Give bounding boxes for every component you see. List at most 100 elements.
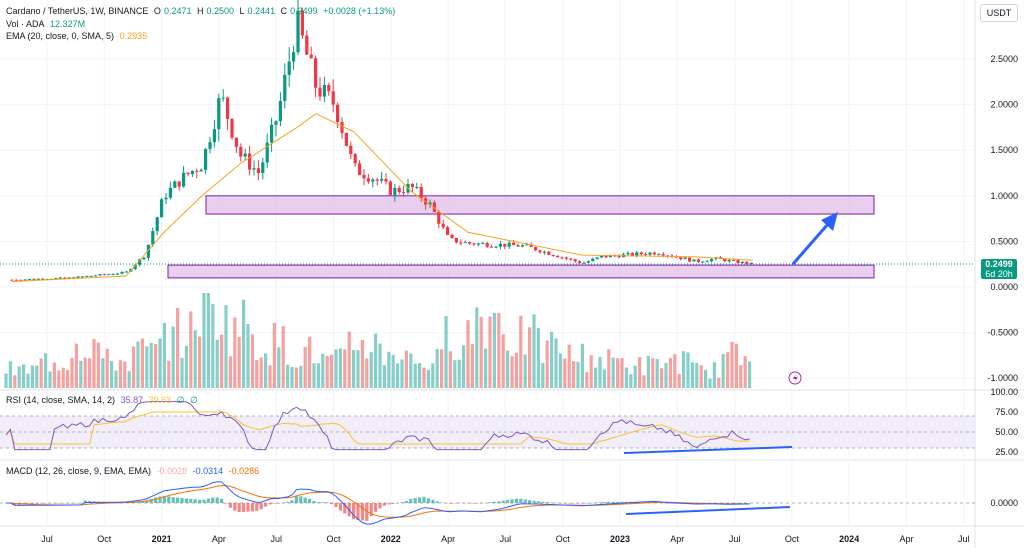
volume-bar: [360, 339, 364, 388]
macd-histogram-bar: [501, 500, 505, 503]
volume-bar: [255, 359, 259, 388]
volume-bar: [4, 373, 8, 388]
volume-bar: [453, 360, 457, 388]
volume-bar: [79, 360, 83, 388]
candle-body: [336, 104, 340, 122]
time-axis[interactable]: Jul Oct 2021 Apr Jul Oct 2022 Apr Jul Oct 2023 Apr J…: [41, 534, 969, 544]
candle-body: [701, 261, 705, 263]
macd-histogram-bar: [660, 502, 664, 504]
volume-value: 12.327M: [50, 19, 86, 29]
candle-body: [190, 170, 194, 175]
macd-histogram-bar: [743, 503, 747, 504]
candle-body: [410, 183, 414, 188]
candle-body: [23, 279, 27, 281]
price-tick-label: 0.5000: [990, 236, 1018, 246]
candle-body: [679, 257, 683, 260]
currency-button[interactable]: USDT: [980, 4, 1018, 22]
macd-histogram-bar: [554, 502, 558, 504]
candle-body: [512, 242, 516, 246]
volume-bar: [308, 336, 312, 388]
macd-histogram-bar: [400, 502, 404, 503]
volume-bar: [92, 338, 96, 388]
candle-body: [688, 257, 692, 262]
candle-body: [617, 255, 621, 258]
candle-body: [503, 243, 507, 247]
macd-histogram-bar: [479, 503, 483, 504]
candle-body: [36, 278, 40, 280]
macd-histogram-bar: [444, 503, 448, 504]
time-tick-label: Jul: [958, 534, 970, 544]
macd-histogram-bar: [404, 500, 408, 503]
rsi-ma-line: [6, 411, 750, 445]
volume-bar: [673, 354, 677, 388]
candle-body: [472, 243, 476, 245]
volume-bar: [123, 361, 127, 388]
macd-histogram-bar: [620, 501, 624, 503]
macd-histogram-bar: [440, 502, 444, 503]
macd-histogram-bar: [470, 503, 474, 504]
candle-body: [485, 243, 489, 247]
rsi-pane[interactable]: [0, 401, 975, 454]
volume-bar: [44, 353, 48, 388]
candle-body: [221, 97, 225, 99]
macd-histogram-bar: [48, 503, 52, 504]
volume-bar: [497, 312, 501, 388]
volume-bar: [338, 348, 342, 388]
lightning-icon[interactable]: [788, 371, 802, 385]
candle-body: [76, 276, 80, 279]
rsi-tick-label: 50.00: [995, 427, 1018, 437]
volume-bar: [154, 344, 158, 388]
macd-histogram-bar: [528, 500, 532, 503]
volume-bar: [492, 312, 496, 388]
macd-histogram-bar: [352, 503, 356, 520]
macd-histogram-bar: [484, 502, 488, 504]
volume-bar: [290, 367, 294, 388]
macd-pane[interactable]: [0, 481, 975, 525]
volume-bar: [334, 349, 338, 388]
macd-signal-value: -0.0286: [228, 466, 260, 476]
last-price-tag: 0.2499 6d 20h: [981, 259, 1017, 279]
macd-legend[interactable]: MACD (12, 26, close, 9, EMA, EMA) -0.002…: [6, 466, 262, 476]
volume-legend[interactable]: Vol · ADA 12.327M: [6, 19, 88, 29]
price-tick-label: 2.0000: [990, 100, 1018, 110]
volume-bar: [321, 353, 325, 388]
volume-bar: [660, 368, 664, 388]
breakout-arrow[interactable]: [791, 212, 838, 265]
macd-histogram-bar: [312, 501, 316, 503]
candle-body: [745, 261, 749, 265]
macd-histogram-bar: [162, 495, 166, 503]
volume-bar: [330, 354, 334, 388]
price-axis[interactable]: 2.5000 2.0000 1.5000 1.0000 0.5000 0.0000 -0.5…: [987, 54, 1018, 508]
candle-body: [283, 74, 287, 101]
candle-body: [696, 259, 700, 262]
volume-bar: [620, 358, 624, 388]
volume-bar: [409, 353, 413, 388]
candle-body: [578, 261, 582, 264]
volume-bar: [228, 356, 232, 388]
candle-body: [736, 259, 740, 264]
candle-body: [591, 258, 595, 262]
candle-body: [278, 100, 282, 122]
candle-body: [155, 217, 159, 232]
price-tick-label: -1.0000: [987, 373, 1018, 383]
support-resistance-zones[interactable]: [167, 195, 875, 279]
candle-body: [349, 145, 353, 154]
candle-body: [586, 261, 590, 263]
ema-legend[interactable]: EMA (20, close, 0, SMA, 5) 0.2935: [6, 31, 150, 41]
volume-bar: [519, 315, 523, 388]
rsi-ma-value: 39.63: [148, 395, 172, 405]
macd-histogram-bar: [664, 503, 668, 504]
volume-bar: [541, 363, 545, 388]
candle-body: [652, 252, 656, 255]
macd-histogram-bar: [668, 503, 672, 504]
macd-histogram-bar: [281, 502, 285, 504]
volume-bars: [4, 293, 752, 388]
rsi-legend[interactable]: RSI (14, close, SMA, 14, 2) 35.87 39.63 …: [6, 395, 201, 406]
volume-bar: [70, 357, 74, 388]
candle-body: [314, 58, 318, 88]
candle-body: [600, 255, 604, 258]
open-value: 0.2471: [163, 6, 192, 16]
macd-histogram-bar: [176, 497, 180, 503]
volume-bar: [440, 349, 444, 388]
